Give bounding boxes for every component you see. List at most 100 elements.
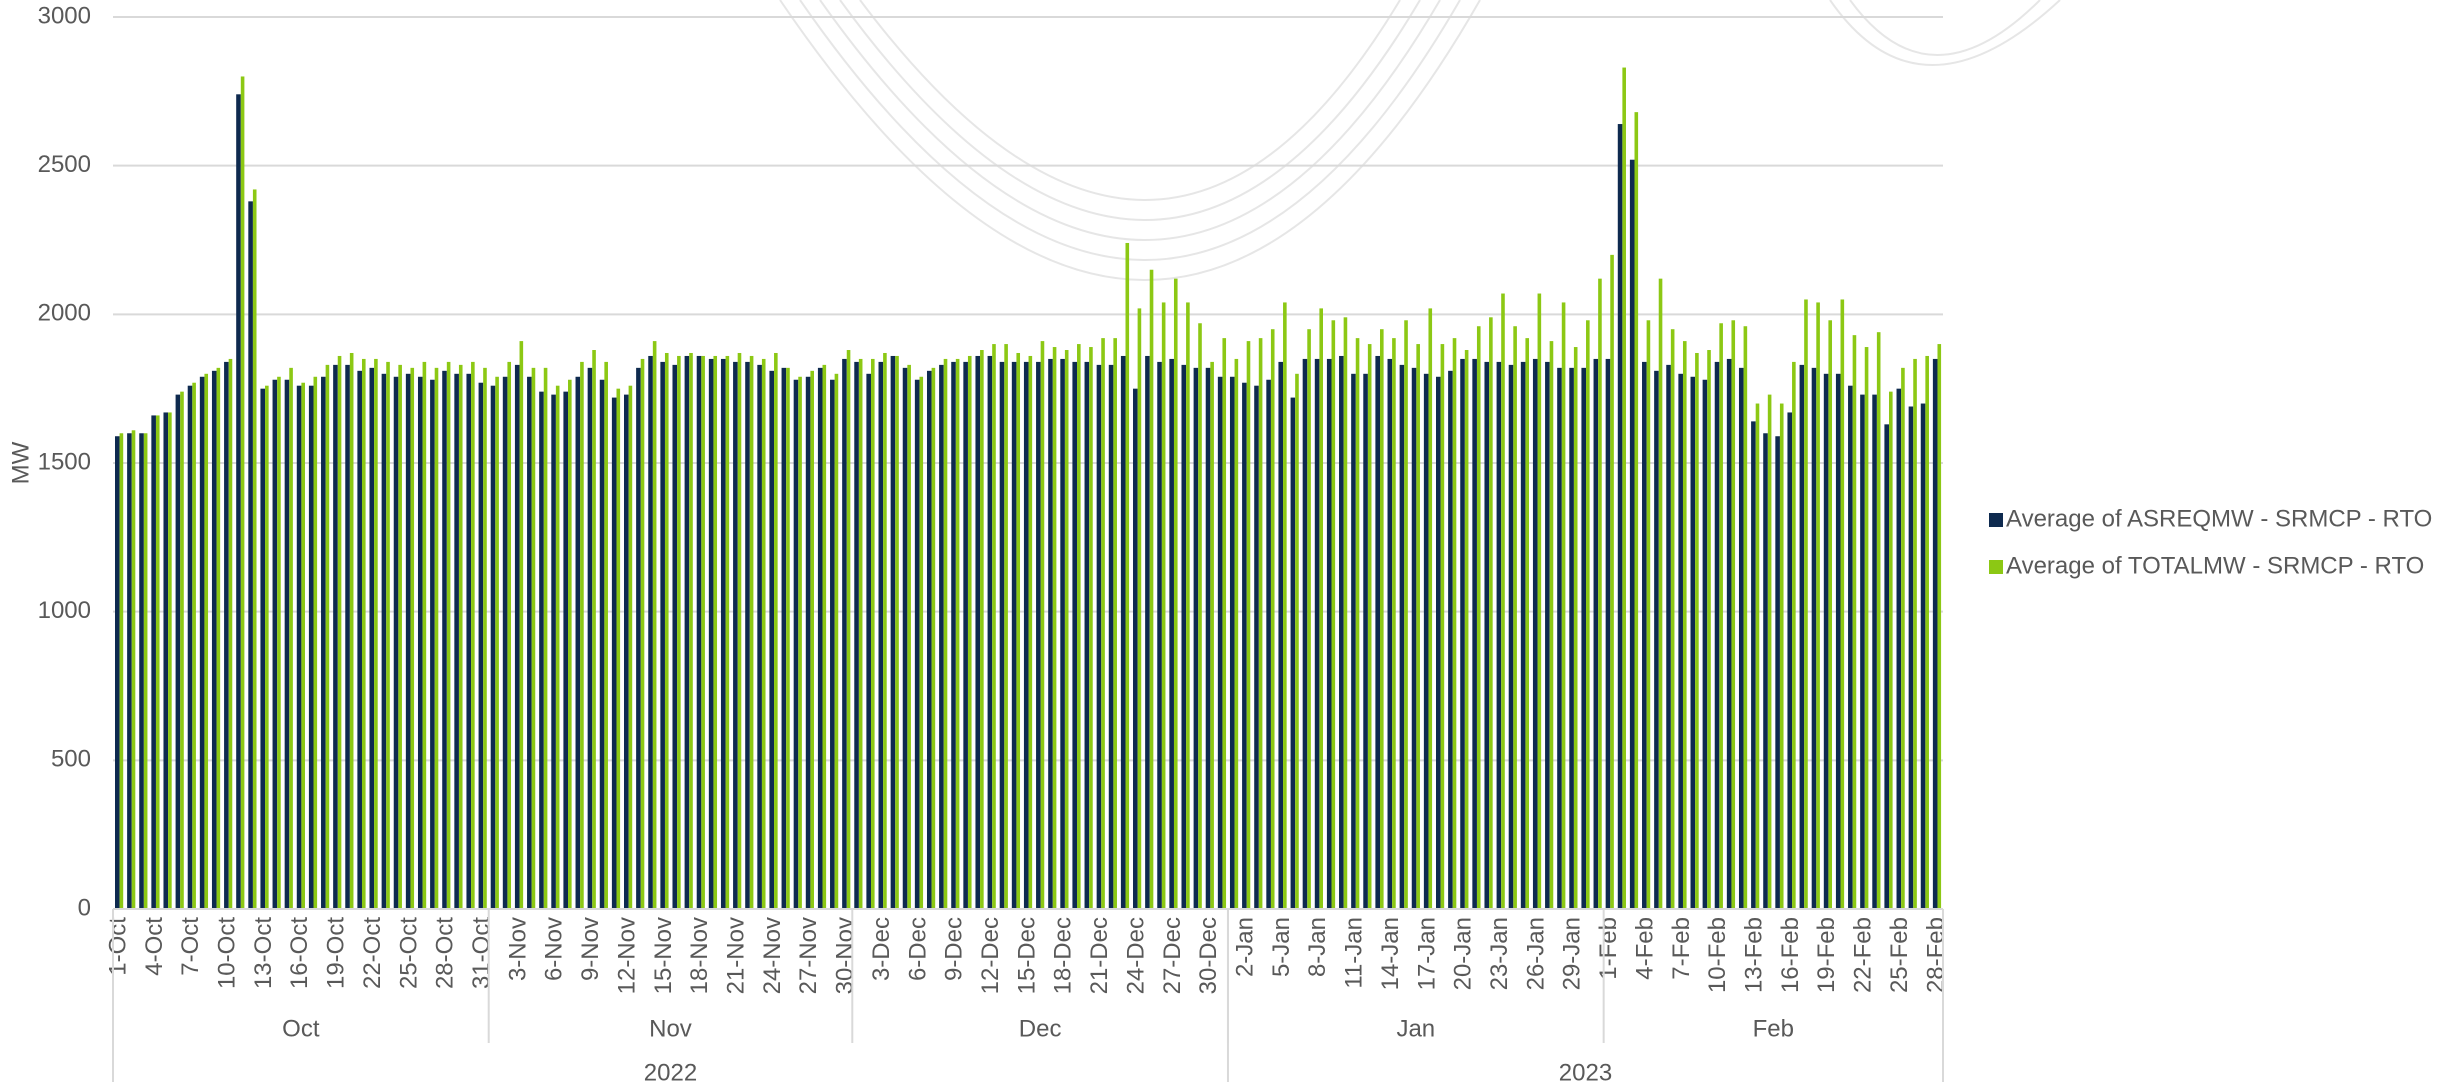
bar (1169, 358, 1174, 909)
bar (1125, 242, 1130, 909)
bar (587, 367, 593, 909)
bar (1448, 370, 1453, 909)
bar (1932, 358, 1938, 909)
bar (1423, 373, 1429, 909)
x-tick-label: 10-Feb (1704, 917, 1731, 993)
bar (878, 361, 884, 909)
bar (604, 361, 608, 909)
bar (1787, 412, 1793, 909)
bar (301, 382, 305, 910)
bar (1642, 361, 1647, 909)
x-tick-label: 18-Nov (686, 917, 713, 994)
bar (919, 376, 924, 910)
bar (1173, 278, 1178, 909)
bar (1266, 379, 1271, 909)
bar (854, 361, 859, 909)
bar (1198, 323, 1202, 910)
bar (992, 344, 996, 910)
bar (1283, 302, 1287, 909)
bar (1113, 338, 1117, 909)
bar (1908, 406, 1914, 909)
x-tick-label: 13-Feb (1740, 917, 1767, 993)
bar (1077, 344, 1081, 910)
bar (1270, 329, 1275, 909)
bar (1351, 373, 1356, 909)
bar (1242, 382, 1247, 910)
bar (1714, 361, 1720, 909)
bar (563, 391, 569, 909)
bar (1557, 367, 1562, 909)
bar (313, 376, 318, 910)
bar (1472, 358, 1477, 909)
bar (737, 352, 742, 909)
y-tick-label: 0 (78, 894, 91, 921)
x-tick-label: 6-Nov (541, 917, 568, 981)
x-tick-label: 31-Oct (468, 917, 495, 989)
bar (1254, 385, 1259, 909)
bar (1435, 376, 1441, 910)
legend-label: Average of ASREQMW - SRMCP - RTO (2006, 505, 2432, 532)
bar (325, 364, 330, 909)
bar (648, 355, 653, 910)
x-tick-label: 1-Oct (104, 917, 131, 976)
x-tick-label: 9-Nov (577, 917, 604, 981)
bar (696, 355, 702, 910)
bar (943, 358, 948, 909)
bar (895, 355, 899, 910)
bar (1246, 341, 1251, 909)
bar (842, 358, 847, 909)
bar (490, 385, 496, 909)
bar (1804, 299, 1808, 909)
year-label: 2022 (644, 1059, 697, 1082)
bar (1048, 358, 1053, 909)
bar (224, 361, 229, 909)
bar (1404, 320, 1408, 909)
bar (774, 352, 778, 909)
bar (442, 370, 447, 909)
x-tick-label: 27-Nov (795, 917, 822, 994)
bar (1678, 373, 1683, 909)
bar (1811, 367, 1817, 909)
bar (1120, 355, 1126, 910)
bar (1339, 355, 1344, 910)
bar (1828, 320, 1833, 909)
bar (798, 376, 802, 910)
bar (1343, 317, 1348, 910)
y-tick-label: 3000 (38, 2, 91, 29)
bar (611, 397, 617, 909)
y-tick-label: 1500 (38, 448, 91, 475)
bar (1040, 341, 1045, 909)
bar (1137, 308, 1142, 909)
x-tick-label: 30-Nov (832, 917, 859, 994)
bar (434, 367, 439, 909)
bar (466, 373, 472, 909)
bar (781, 367, 787, 909)
bar (1399, 364, 1405, 909)
bar (1234, 358, 1239, 909)
y-tick-label: 2500 (38, 151, 91, 178)
year-label: 2023 (1559, 1059, 1612, 1082)
bar (1549, 341, 1554, 909)
bar (265, 385, 269, 909)
bar (1108, 364, 1114, 909)
month-label: Nov (649, 1015, 692, 1042)
bar (926, 370, 932, 909)
bar (1258, 338, 1263, 909)
bar (1581, 367, 1587, 909)
bar (1161, 302, 1166, 909)
month-label: Oct (282, 1015, 320, 1042)
bar (478, 382, 484, 910)
bar (999, 361, 1005, 909)
x-tick-label: 25-Oct (395, 917, 422, 989)
bar (1181, 364, 1187, 909)
x-tick-label: 4-Oct (141, 917, 168, 976)
bar (216, 367, 221, 909)
bar (1925, 355, 1929, 910)
bar (417, 376, 423, 910)
bar (168, 412, 172, 909)
x-tick-label: 26-Jan (1522, 917, 1549, 990)
bar (374, 358, 378, 909)
bar (830, 379, 835, 909)
x-tick-label: 9-Dec (941, 917, 968, 981)
bar (1222, 338, 1227, 909)
